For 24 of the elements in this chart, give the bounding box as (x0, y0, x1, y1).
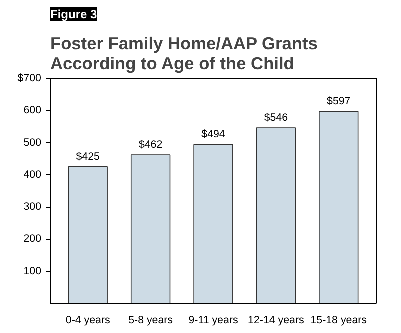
caption: Figure 3 (50, 8, 98, 22)
x-tick-label: 5-8 years (128, 314, 174, 326)
y-tick-label: 500 (24, 136, 42, 149)
y-tick-label: $700 (18, 72, 42, 84)
bar (68, 166, 108, 304)
y-tick-label: 600 (24, 104, 42, 117)
bar (194, 144, 234, 304)
data-label: $546 (264, 112, 288, 124)
bar (319, 111, 359, 304)
x-tick-label: 12-14 years (248, 314, 304, 326)
data-label: $462 (138, 139, 163, 151)
chart-title: Foster Family Home/AAP Grants According to Age of the Child (50, 34, 318, 74)
y-tick-label: 100 (24, 265, 42, 278)
data-label: $425 (76, 150, 100, 163)
x-tick-label: 0-4 years (66, 314, 110, 326)
x-tick-label: 9-11 years (188, 314, 238, 326)
data-label: $494 (202, 128, 226, 141)
bar (130, 154, 171, 304)
data-label: $597 (327, 96, 351, 108)
bar (256, 128, 296, 304)
y-tick-label: 200 (24, 233, 42, 246)
y-tick-label: 300 (24, 201, 42, 214)
y-tick-label: 400 (24, 168, 42, 181)
x-tick-label: 15-18 years (310, 314, 368, 326)
